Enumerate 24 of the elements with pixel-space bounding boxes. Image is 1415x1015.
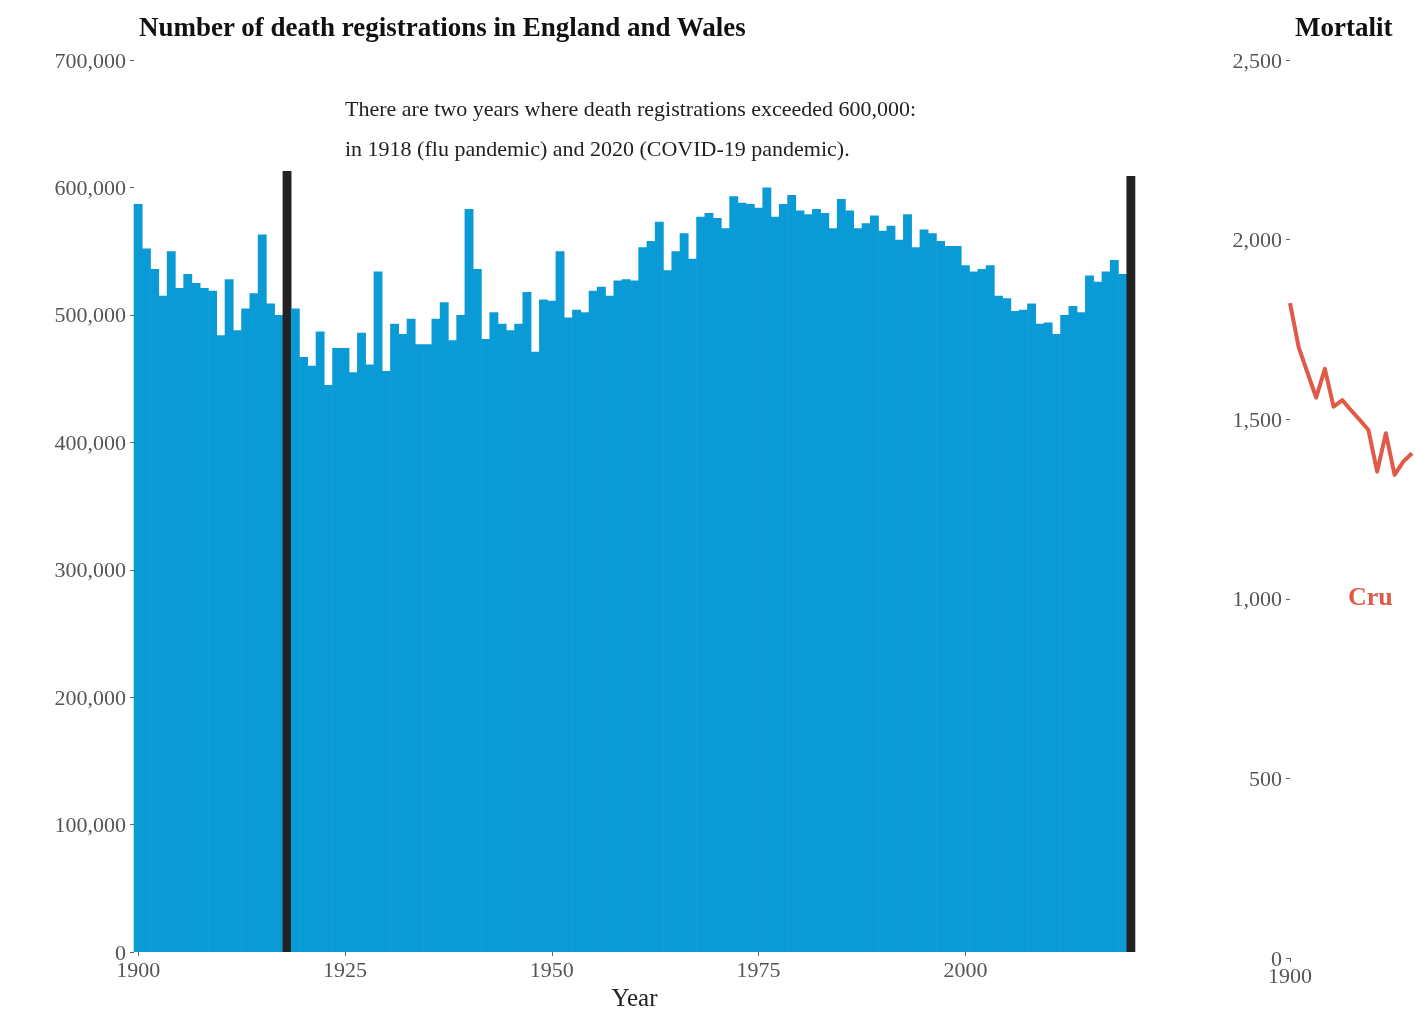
y-tick-label: 500,000 (54, 302, 126, 328)
chart-title: Mortalit (1295, 11, 1393, 42)
y-tick-label: 200,000 (54, 684, 126, 710)
text: Cru (1348, 581, 1393, 611)
annotation: There are two years where death registrations exceeded 600,000: in 1918 (flu pandemic) and 2020 (COVID-19 pandemic). (345, 95, 917, 161)
x-tick-label: 2000 (943, 956, 988, 982)
chart-title: Number of death registrations in England and Wales (139, 11, 746, 42)
y-tick-label: 500 (1249, 765, 1282, 791)
y-tick-label: 2,500 (1232, 47, 1282, 73)
bar (282, 170, 292, 953)
y-tick-label: 400,000 (54, 429, 126, 455)
y-tick-label: 2,000 (1232, 227, 1282, 253)
bar (1126, 175, 1136, 953)
y-tick-label: 700,000 (54, 47, 126, 73)
y-tick-label: 1,500 (1232, 406, 1282, 432)
line-series (1288, 301, 1414, 477)
x-axis-title: Year (611, 984, 659, 1011)
y-tick-label: 300,000 (54, 557, 126, 583)
y-tick-label: 600,000 (54, 174, 126, 200)
y-tick-label: 100,000 (54, 812, 126, 838)
x-tick-label: 1950 (529, 956, 574, 982)
y-tick-label: 1,000 (1232, 586, 1282, 612)
x-tick-label: 1925 (322, 956, 367, 982)
x-tick-label: 1975 (736, 956, 781, 982)
